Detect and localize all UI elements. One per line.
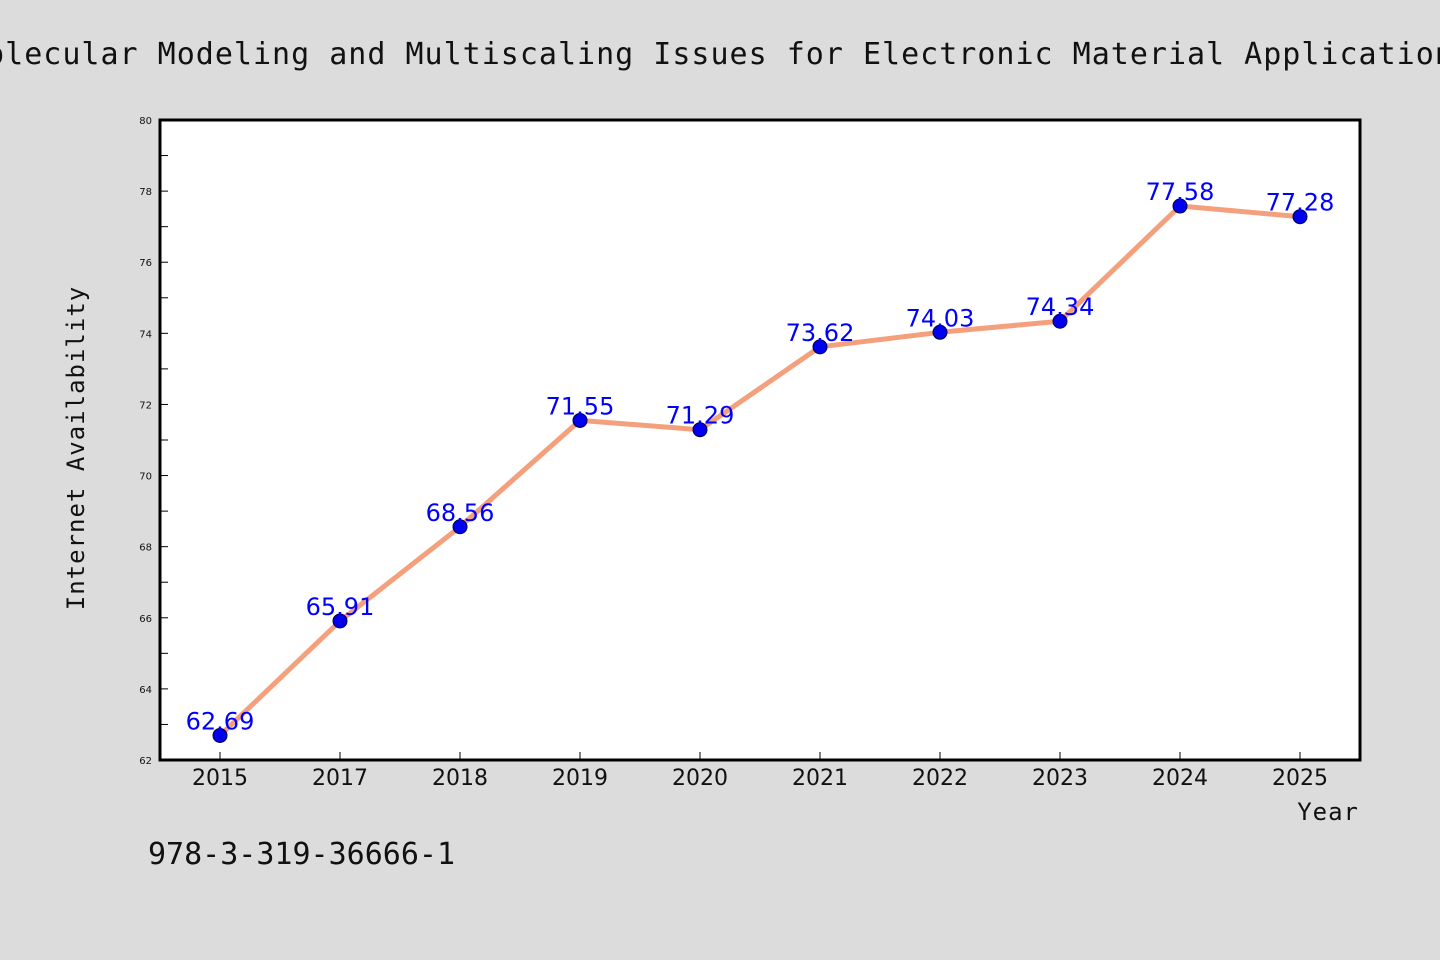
y-tick-label: 66 <box>139 614 152 625</box>
x-tick-label: 2021 <box>792 766 848 791</box>
data-point <box>1172 198 1188 214</box>
plot-area <box>160 120 1360 760</box>
data-label: 77.28 <box>1266 189 1335 217</box>
data-point <box>932 324 948 340</box>
y-tick-label: 78 <box>139 187 152 198</box>
data-point <box>452 519 468 535</box>
data-label: 65.91 <box>306 593 375 621</box>
x-tick-label: 2023 <box>1032 766 1088 791</box>
data-label: 77.58 <box>1146 178 1215 206</box>
y-tick-label: 70 <box>139 472 152 483</box>
data-label: 71.55 <box>546 392 615 420</box>
series-line <box>218 203 1301 738</box>
x-tick-label: 2017 <box>312 766 368 791</box>
data-point <box>1292 209 1308 225</box>
y-tick-label: 74 <box>139 329 152 340</box>
y-tick-label: 72 <box>139 400 152 411</box>
data-label: 62.69 <box>186 707 255 735</box>
y-tick-label: 64 <box>139 685 152 696</box>
x-tick-label: 2024 <box>1152 766 1208 791</box>
y-axis-label: Internet Availability <box>62 286 90 610</box>
data-point <box>572 412 588 428</box>
x-axis: 2015 2017 2018 2019 2020 2021 2022 2023 2024 2025 <box>192 752 1328 791</box>
y-tick-label: 76 <box>139 258 152 269</box>
x-axis-label: Year <box>1297 798 1359 826</box>
data-label: 74.03 <box>906 304 975 332</box>
chart-title: Molecular Modeling and Multiscaling Issu… <box>0 37 1440 72</box>
x-tick-label: 2018 <box>432 766 488 791</box>
x-tick-label: 2025 <box>1272 766 1328 791</box>
data-label: 74.34 <box>1026 293 1095 321</box>
data-point <box>332 613 348 629</box>
y-axis: 62 64 66 68 70 72 74 76 78 80 <box>139 116 168 767</box>
data-label: 73.62 <box>786 319 855 347</box>
y-tick-label: 80 <box>139 116 152 127</box>
data-point <box>812 339 828 355</box>
data-markers <box>212 198 1308 743</box>
data-label: 68.56 <box>426 499 495 527</box>
footer-code: 978-3-319-36666-1 <box>148 837 455 872</box>
data-labels: 62.69 65.91 68.56 71.55 71.29 73.62 74.03 74.34… <box>186 178 1335 735</box>
x-tick-label: 2019 <box>552 766 608 791</box>
y-tick-label: 68 <box>139 543 152 554</box>
y-tick-label: 62 <box>139 756 152 767</box>
data-point <box>1052 313 1068 329</box>
x-tick-label: 2022 <box>912 766 968 791</box>
data-point <box>212 727 228 743</box>
x-tick-label: 2015 <box>192 766 248 791</box>
x-tick-label: 2020 <box>672 766 728 791</box>
plot-frame <box>158 118 1362 762</box>
data-label: 71.29 <box>666 402 735 430</box>
data-point <box>692 422 708 438</box>
